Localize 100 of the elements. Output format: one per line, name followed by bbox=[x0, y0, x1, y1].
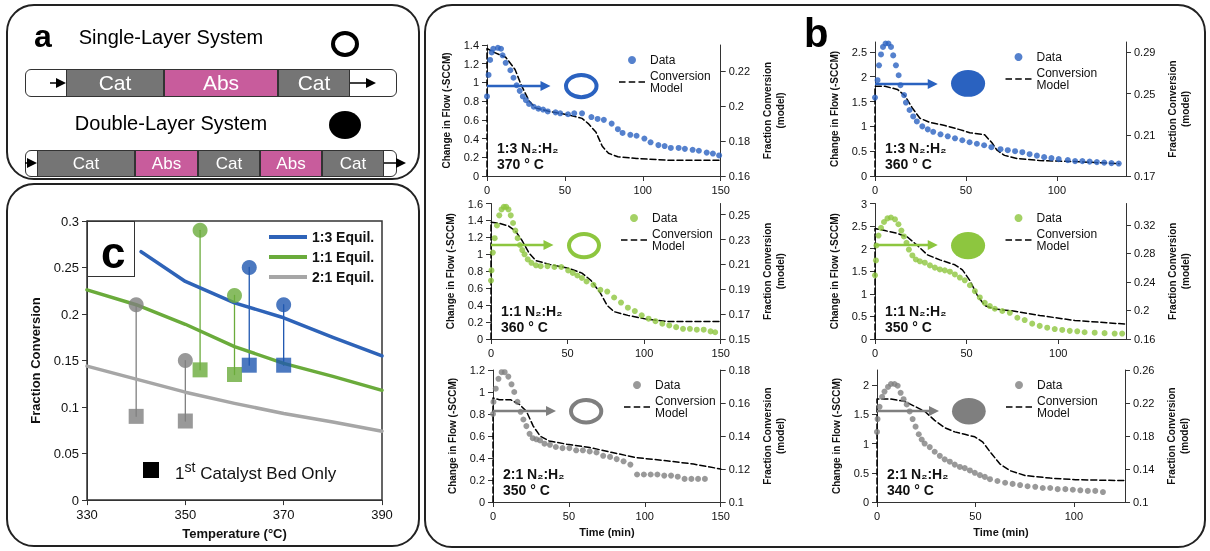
y-tick-label: 2 bbox=[860, 70, 867, 83]
y-tick-label: 0.4 bbox=[463, 132, 479, 145]
legend-label: Data bbox=[1036, 211, 1063, 225]
text: Cat bbox=[66, 69, 164, 97]
x-tick-label: 390 bbox=[371, 507, 393, 523]
y2-tick-label: 0.18 bbox=[1133, 430, 1155, 442]
y-axis-title: Change in Flow (-SCCM) bbox=[444, 213, 456, 330]
y2-axis-title: Fraction Conversion (model) bbox=[1167, 60, 1192, 158]
y-tick-label: 0.8 bbox=[469, 408, 485, 420]
text: Abs bbox=[260, 150, 322, 177]
y-tick-label: 0.25 bbox=[53, 260, 79, 276]
y2-tick-label: 0.14 bbox=[728, 430, 751, 442]
legend-label: 1:1 Equil. bbox=[312, 249, 375, 265]
y-tick-label: 1 bbox=[860, 120, 867, 133]
y2-tick-label: 0.25 bbox=[1134, 87, 1156, 100]
y-tick-label: 1.2 bbox=[463, 57, 479, 70]
x-tick-label: 150 bbox=[711, 183, 730, 196]
y2-tick-label: 0.25 bbox=[728, 208, 751, 221]
y-tick-label: 2 bbox=[860, 242, 867, 255]
y2-tick-label: 0.21 bbox=[728, 258, 751, 271]
y-tick-label: 0.2 bbox=[467, 316, 483, 329]
y-tick-label: 0 bbox=[476, 333, 483, 345]
y2-tick-label: 0.26 bbox=[1133, 364, 1155, 376]
annotation: 340 ° C bbox=[887, 482, 934, 498]
y-axis-title: Change in Flow (-SCCM) bbox=[830, 377, 842, 495]
annotation: 1:1 N₂:H₂ bbox=[885, 303, 947, 319]
y-tick-label: 1 bbox=[862, 437, 869, 450]
legend-label: Conversion Model bbox=[650, 69, 711, 95]
y-tick-label: 0.3 bbox=[60, 213, 79, 229]
y2-tick-label: 0.28 bbox=[1134, 247, 1156, 260]
y2-tick-label: 0.19 bbox=[728, 283, 751, 296]
x-tick-label: 100 bbox=[635, 509, 654, 522]
y-tick-label: 3 bbox=[860, 197, 867, 210]
y2-tick-label: 0.22 bbox=[1133, 397, 1155, 409]
y-tick-label: 0.6 bbox=[463, 113, 479, 126]
y-tick-label: 1 bbox=[472, 76, 479, 89]
x-tick-label: 100 bbox=[1064, 509, 1084, 522]
y2-tick-label: 0.1 bbox=[1133, 496, 1149, 508]
y-tick-label: 0.5 bbox=[851, 310, 867, 323]
y-tick-label: 0 bbox=[860, 333, 867, 345]
y-tick-label: 1 bbox=[476, 248, 483, 261]
y2-tick-label: 0.1 bbox=[728, 496, 744, 508]
y-tick-label: 0.15 bbox=[53, 353, 79, 369]
y-tick-label: 1.4 bbox=[463, 39, 479, 51]
y-tick-label: 0.4 bbox=[467, 299, 483, 312]
x-tick-label: 0 bbox=[489, 509, 497, 522]
y-axis-title: Change in Flow (-SCCM) bbox=[440, 52, 452, 169]
x-tick-label: 100 bbox=[633, 183, 652, 196]
y-tick-label: 1.5 bbox=[851, 265, 867, 278]
y-tick-label: 0 bbox=[862, 496, 869, 508]
text: Single-Layer System bbox=[78, 26, 264, 48]
y-axis-title: Change in Flow (-SCCM) bbox=[828, 213, 840, 330]
text: Cat bbox=[322, 150, 384, 177]
y-tick-label: 0.5 bbox=[853, 466, 869, 479]
annotation: 1$^{st}$ Catalyst Bed Only bbox=[175, 459, 337, 484]
text: Cat bbox=[278, 69, 350, 97]
y2-tick-label: 0.22 bbox=[728, 65, 751, 78]
x-axis-title: Time (min) bbox=[579, 526, 635, 539]
y-tick-label: 0.5 bbox=[851, 145, 867, 158]
text: Double-Layer System bbox=[73, 112, 269, 135]
legend-label: Conversion Model bbox=[655, 394, 716, 420]
x-tick-label: 370 bbox=[272, 507, 295, 523]
y2-tick-label: 0.16 bbox=[728, 397, 751, 409]
y2-tick-label: 0.21 bbox=[1134, 128, 1156, 141]
y2-axis-title: Fraction Conversion (model) bbox=[762, 387, 786, 485]
y-axis-title: Change in Flow (-SCCM) bbox=[446, 377, 458, 495]
legend-label: Data bbox=[655, 378, 681, 392]
x-tick-label: 50 bbox=[959, 183, 973, 196]
y-tick-label: 0 bbox=[478, 496, 485, 508]
y-tick-label: 0.2 bbox=[60, 306, 79, 322]
y-tick-label: 0 bbox=[71, 492, 79, 508]
y2-tick-label: 0.17 bbox=[1134, 170, 1156, 182]
y2-tick-label: 0.2 bbox=[728, 100, 744, 113]
y-tick-label: 0 bbox=[860, 170, 867, 182]
y-tick-label: 0.4 bbox=[469, 452, 485, 464]
annotation: 2:1 N₂:H₂ bbox=[503, 466, 565, 482]
y2-axis-title: Fraction Conversion (model) bbox=[1167, 222, 1192, 320]
y2-axis-title: Fraction Conversion (model) bbox=[762, 222, 786, 320]
y2-axis-title: Fraction Conversion (model) bbox=[1166, 387, 1191, 485]
x-tick-label: 350 bbox=[174, 507, 197, 523]
y-tick-label: 0.05 bbox=[53, 446, 79, 462]
x-tick-label: 150 bbox=[711, 346, 730, 359]
x-tick-label: 50 bbox=[561, 346, 574, 359]
annotation: 1:3 N₂:H₂ bbox=[497, 140, 559, 156]
text: Cat bbox=[37, 150, 135, 177]
text: Cat bbox=[198, 150, 260, 177]
y2-tick-label: 0.18 bbox=[728, 364, 751, 376]
y-tick-label: 0.6 bbox=[467, 282, 483, 295]
legend-label: Conversion Model bbox=[652, 227, 713, 253]
x-tick-label: 150 bbox=[711, 509, 730, 522]
y2-tick-label: 0.17 bbox=[728, 308, 751, 321]
y-tick-label: 1.5 bbox=[853, 408, 869, 421]
chart-title: b bbox=[804, 11, 829, 55]
x-tick-label: 100 bbox=[1047, 183, 1067, 196]
legend-label: Data bbox=[1037, 378, 1063, 392]
x-tick-label: 100 bbox=[1049, 346, 1068, 359]
y-tick-label: 0.8 bbox=[467, 265, 483, 278]
y2-tick-label: 0.12 bbox=[728, 463, 751, 475]
legend-label: Data bbox=[650, 53, 676, 67]
x-tick-label: 100 bbox=[634, 346, 654, 359]
